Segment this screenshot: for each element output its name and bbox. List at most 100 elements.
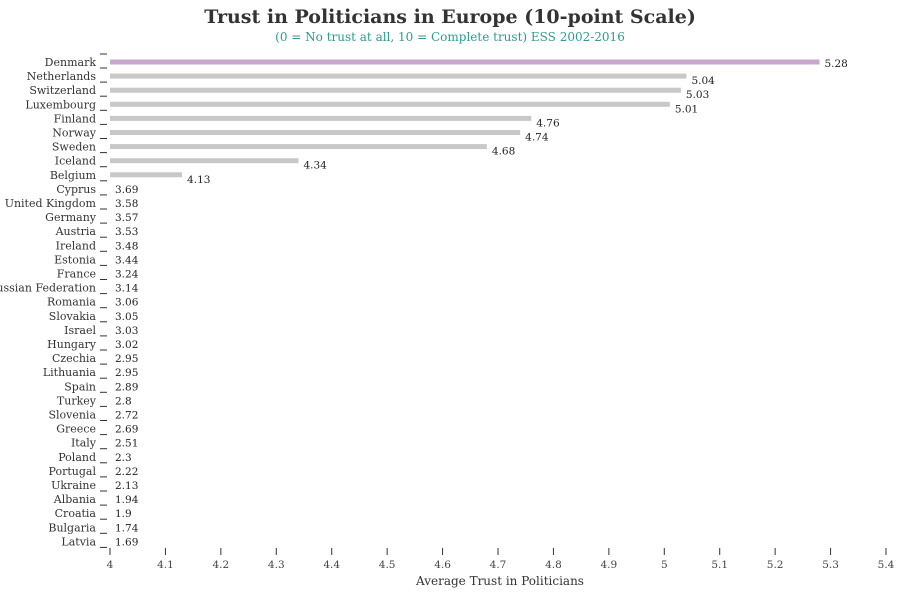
category-labels: DenmarkNetherlandsSwitzerlandLuxembourgF…: [0, 56, 97, 548]
value-label: 4.34: [303, 160, 327, 172]
category-label: Czechia: [52, 352, 96, 365]
x-axis: 4 4.1 4.2 4.3 4.4 4.5 4.6 4.7 4.8 4.9 5 5.1 5.2 5.3 5.…: [107, 548, 895, 571]
category-label: Albania: [53, 493, 97, 506]
value-label: 3.58: [115, 198, 138, 210]
x-tick-label: 4.5: [379, 559, 396, 571]
x-tick-label: 5.1: [711, 559, 728, 571]
category-label: Netherlands: [27, 70, 97, 83]
bar: [110, 101, 670, 107]
value-label: 4.13: [187, 174, 210, 186]
value-label: 3.57: [115, 212, 138, 224]
category-label: Germany: [45, 211, 97, 224]
x-tick-label: 4.1: [157, 559, 174, 571]
bar: [110, 130, 521, 135]
value-label: 5.28: [824, 58, 847, 70]
value-label: 4.74: [525, 132, 549, 144]
category-label: Turkey: [57, 394, 97, 407]
x-tick-label: 5.3: [822, 559, 839, 571]
value-label: 2.69: [115, 424, 138, 436]
value-label: 4.68: [492, 146, 515, 158]
value-label: 2.95: [115, 367, 138, 379]
bar: [110, 73, 687, 79]
x-tick-label: 4.3: [268, 559, 285, 571]
x-tick-label: 4.4: [323, 559, 340, 571]
category-label: Hungary: [47, 338, 97, 351]
value-label: 2.89: [115, 381, 138, 393]
x-tick-label: 4: [107, 559, 114, 571]
category-label: Austria: [55, 225, 97, 238]
value-label: 3.53: [115, 226, 138, 238]
value-label: 2.95: [115, 353, 138, 365]
bar: [110, 144, 487, 150]
bar: [110, 172, 183, 178]
category-label: Estonia: [54, 253, 96, 266]
category-label: Israel: [64, 324, 96, 337]
category-label: Lithuania: [43, 366, 97, 379]
category-label: France: [57, 268, 96, 281]
value-label: 2.51: [115, 438, 138, 450]
y-axis: [100, 53, 107, 548]
value-label: 2.3: [115, 452, 132, 464]
bar: [110, 59, 820, 65]
category-label: Spain: [64, 380, 96, 393]
category-label: Poland: [58, 451, 96, 464]
value-label: 2.22: [115, 466, 138, 478]
value-label: 1.69: [115, 536, 138, 548]
value-label: 5.04: [691, 75, 715, 87]
value-label: 3.48: [115, 240, 138, 252]
category-label: Luxembourg: [25, 98, 96, 111]
x-tick-label: 5: [661, 559, 668, 571]
category-label: Ireland: [56, 239, 96, 252]
x-tick-label: 4.7: [490, 559, 507, 571]
value-label: 3.03: [115, 325, 138, 337]
x-axis-title: Average Trust in Politicians: [415, 574, 584, 588]
category-label: Ukraine: [51, 479, 96, 492]
value-label: 3.14: [115, 283, 139, 295]
bars: [110, 59, 820, 178]
value-label: 5.03: [686, 89, 709, 101]
bar: [110, 87, 681, 93]
bar: [110, 158, 299, 164]
category-label: Slovenia: [48, 409, 96, 422]
value-labels: 5.28 5.04 5.03 5.01 4.76 4.74 4.68 4.34 4.13 3.69…: [115, 58, 848, 548]
category-label: Finland: [54, 112, 96, 125]
value-label: 3.24: [115, 269, 139, 281]
value-label: 2.8: [115, 395, 132, 407]
value-label: 1.9: [115, 508, 132, 520]
value-label: 2.72: [115, 410, 138, 422]
x-tick-label: 4.6: [434, 559, 451, 571]
value-label: 1.74: [115, 522, 139, 534]
category-label: Cyprus: [56, 183, 96, 196]
value-label: 3.44: [115, 254, 139, 266]
category-label: Norway: [52, 127, 96, 140]
category-label: Croatia: [55, 507, 97, 520]
x-tick-label: 4.9: [601, 559, 618, 571]
category-label: Denmark: [45, 56, 97, 69]
x-tick-label: 4.8: [545, 559, 562, 571]
value-label: 1.94: [115, 494, 139, 506]
x-tick-label: 4.2: [213, 559, 230, 571]
value-label: 2.13: [115, 480, 138, 492]
category-label: Bulgaria: [48, 521, 96, 534]
category-label: Russian Federation: [0, 282, 96, 295]
value-label: 3.02: [115, 339, 138, 351]
bar: [110, 115, 532, 121]
category-label: Romania: [47, 296, 96, 309]
category-label: Greece: [56, 423, 96, 436]
chart-subtitle: (0 = No trust at all, 10 = Complete trus…: [275, 30, 625, 44]
category-label: Belgium: [50, 169, 97, 182]
value-label: 3.06: [115, 297, 139, 309]
value-label: 3.05: [115, 311, 138, 323]
category-label: Switzerland: [29, 84, 96, 97]
category-label: Slovakia: [49, 310, 97, 323]
value-label: 3.69: [115, 184, 138, 196]
category-label: Sweden: [52, 141, 96, 154]
category-label: United Kingdom: [5, 197, 97, 210]
value-label: 4.76: [536, 117, 560, 129]
x-tick-label: 5.2: [767, 559, 784, 571]
category-label: Latvia: [61, 535, 96, 548]
category-label: Portugal: [49, 465, 97, 478]
category-label: Iceland: [55, 155, 96, 168]
x-tick-label: 5.4: [878, 559, 895, 571]
value-label: 5.01: [675, 103, 698, 115]
